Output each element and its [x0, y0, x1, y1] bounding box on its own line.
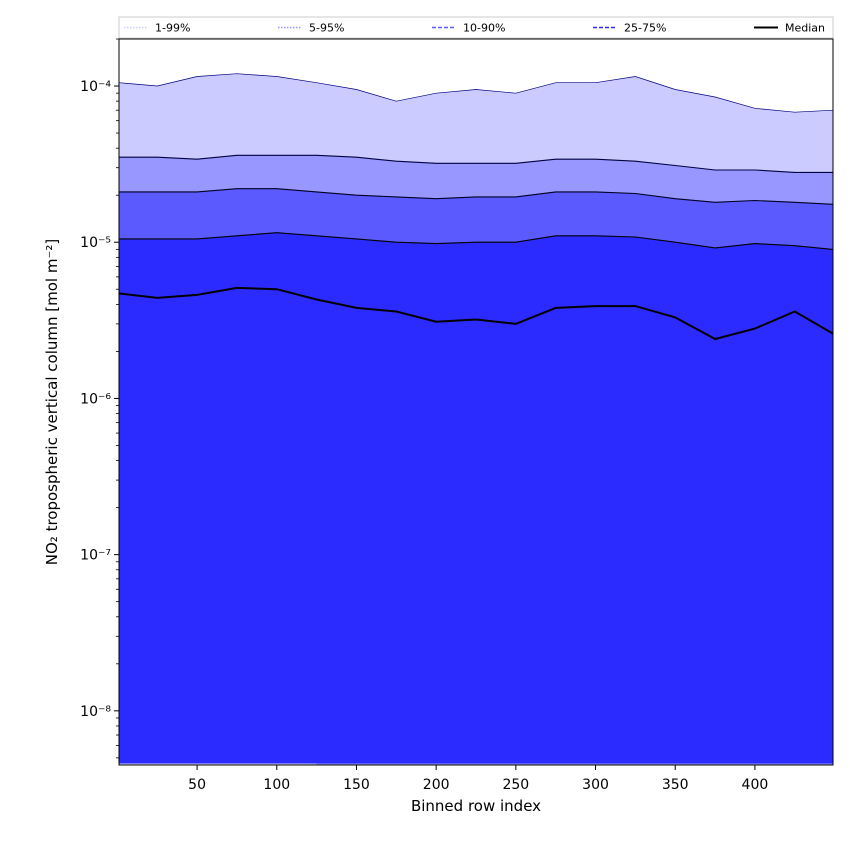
x-tick-label: 250	[502, 777, 529, 793]
band-upper-line-10-90-	[119, 188, 833, 205]
axes-frame	[118, 38, 834, 766]
x-tick-label: 350	[662, 777, 689, 793]
series-group	[119, 39, 833, 765]
legend-label-1-99-: 1-99%	[155, 22, 190, 35]
band-upper-line-5-95-	[119, 154, 833, 173]
legend-label-25-75-: 25-75%	[624, 22, 666, 35]
band-25-75-	[119, 232, 833, 764]
legend-label-5-95-: 5-95%	[309, 22, 344, 35]
y-axis-label: NO₂ tropospheric vertical column [mol m⁻…	[43, 239, 61, 565]
y-tick-label: 10⁻⁶	[80, 391, 111, 407]
x-tick-label: 300	[582, 777, 609, 793]
band-upper-line-1-99-	[119, 73, 833, 113]
x-axis-label: Binned row index	[411, 797, 541, 815]
legend-label-10-90-: 10-90%	[463, 22, 505, 35]
legend: 1-99% 5-95% 10-90% 25-75% Median	[118, 16, 834, 39]
axes: 50 100 150 200 250 300 350 400 10⁻⁸ 10⁻⁷ 10⁻⁶ 10⁻⁵ 1…	[80, 38, 834, 793]
y-tick-label: 10⁻⁷	[80, 548, 111, 564]
x-tick-label: 400	[742, 777, 769, 793]
y-tick-label: 10⁻⁴	[80, 79, 111, 95]
x-tick-label: 50	[188, 777, 206, 793]
x-tick-label: 100	[263, 777, 290, 793]
y-tick-label: 10⁻⁵	[80, 235, 111, 251]
x-tick-label: 150	[343, 777, 370, 793]
x-tick-label: 200	[423, 777, 450, 793]
plot-area	[119, 39, 833, 765]
band-upper-line-25-75-	[119, 232, 833, 250]
median-line	[119, 286, 833, 341]
legend-box	[118, 16, 834, 39]
y-tick-label: 10⁻⁸	[80, 704, 111, 720]
legend-label-median: Median	[785, 22, 825, 35]
